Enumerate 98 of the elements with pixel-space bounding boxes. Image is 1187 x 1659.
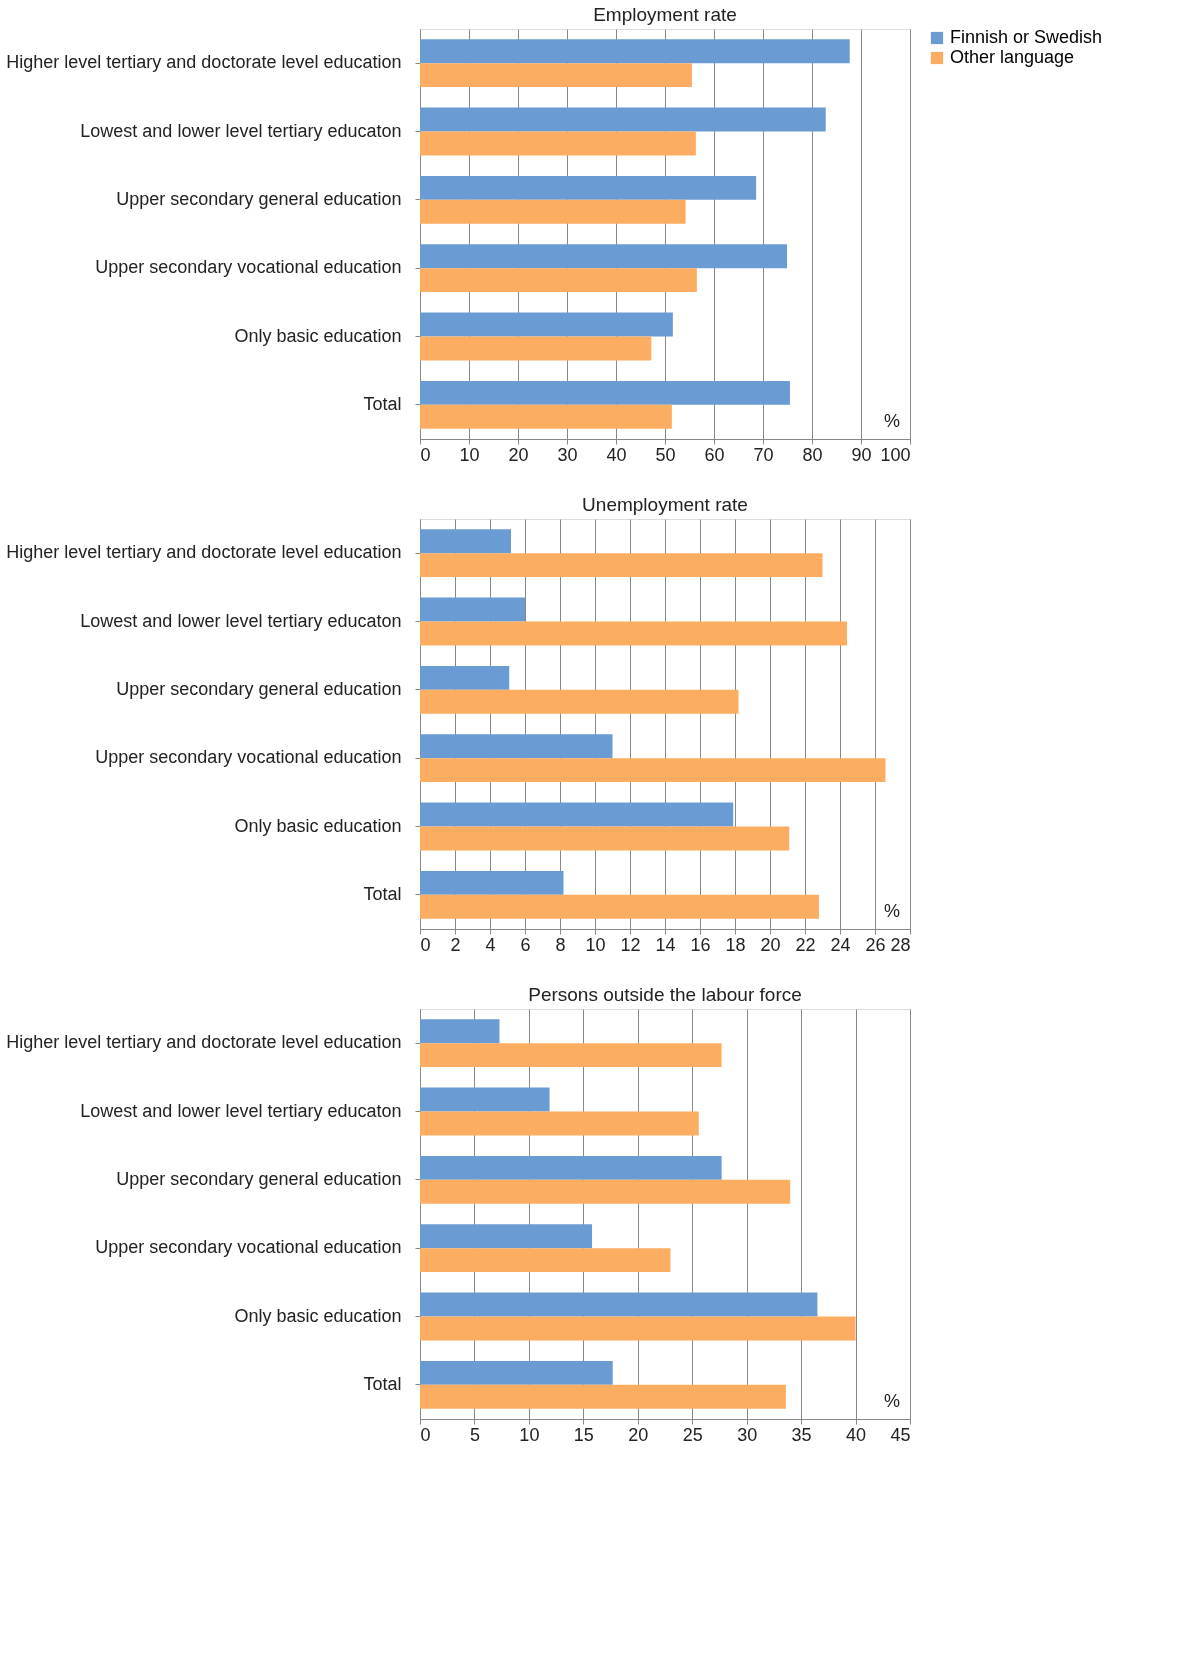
- x-tick-label: 22: [795, 934, 816, 955]
- x-tick-label: 8: [555, 934, 566, 955]
- bar: [420, 734, 613, 759]
- x-tick-label: 16: [690, 934, 711, 955]
- x-tick-label: 60: [704, 444, 725, 465]
- bar: [420, 621, 847, 646]
- x-tick-label: 14: [655, 934, 676, 955]
- bar: [420, 380, 790, 405]
- bar: [420, 63, 692, 88]
- bar: [420, 107, 826, 132]
- bar: [420, 1111, 699, 1136]
- x-tick-label: 15: [573, 1424, 594, 1445]
- bar: [420, 758, 886, 783]
- bar: [420, 1248, 671, 1273]
- x-tick-label: 30: [557, 444, 578, 465]
- bar: [420, 689, 739, 714]
- x-tick-label: 35: [791, 1424, 812, 1445]
- x-tick-label: 90: [851, 444, 872, 465]
- bar: [420, 802, 734, 827]
- x-tick-label: 70: [753, 444, 774, 465]
- x-tick-label: 40: [606, 444, 627, 465]
- x-tick-label: 26: [865, 934, 886, 955]
- y-tick-label: Upper secondary general education: [116, 188, 402, 209]
- bar: [420, 1316, 856, 1341]
- bar: [420, 1087, 550, 1112]
- x-tick-label: 20: [508, 444, 529, 465]
- annotation: %: [883, 1391, 900, 1411]
- legend-label: Other language: [950, 47, 1075, 67]
- y-tick-label: Lowest and lower level tertiary educaton: [80, 610, 402, 631]
- y-tick-label: Higher level tertiary and doctorate level education: [6, 542, 402, 563]
- annotation: %: [883, 411, 900, 431]
- bar: [420, 1179, 791, 1204]
- bar: [420, 1360, 613, 1385]
- x-tick-label: 45: [890, 1424, 911, 1445]
- x-tick-label: 80: [802, 444, 823, 465]
- x-tick-label: 0: [420, 934, 431, 955]
- x-tick-label: 10: [519, 1424, 540, 1445]
- x-tick-label: 12: [620, 934, 641, 955]
- bar: [420, 894, 819, 919]
- y-tick-label: Total: [363, 1373, 402, 1394]
- y-tick-label: Total: [363, 393, 402, 414]
- chart-title: Employment rate: [593, 4, 737, 25]
- x-tick-label: 25: [682, 1424, 703, 1445]
- x-tick-label: 20: [628, 1424, 649, 1445]
- y-tick-label: Total: [363, 883, 402, 904]
- x-tick-label: 10: [585, 934, 606, 955]
- y-tick-label: Only basic education: [234, 1305, 402, 1326]
- bar: [420, 597, 525, 622]
- x-tick-label: 5: [469, 1424, 480, 1445]
- bar: [420, 244, 788, 269]
- bar: [420, 1019, 500, 1044]
- bar: [420, 665, 510, 690]
- bar: [420, 268, 697, 293]
- x-tick-label: 0: [420, 1424, 431, 1445]
- bar: [420, 39, 850, 64]
- x-tick-label: 2: [450, 934, 461, 955]
- x-tick-label: 24: [830, 934, 851, 955]
- x-tick-label: 4: [485, 934, 496, 955]
- annotation: %: [883, 901, 900, 921]
- legend-label: Finnish or Swedish: [950, 27, 1103, 47]
- bar: [420, 1224, 593, 1249]
- y-tick-label: Upper secondary vocational education: [95, 747, 402, 768]
- bar: [420, 1155, 722, 1180]
- x-tick-label: 40: [846, 1424, 867, 1445]
- y-tick-label: Only basic education: [234, 325, 402, 346]
- y-tick-label: Higher level tertiary and doctorate level education: [6, 52, 402, 73]
- x-tick-label: 28: [890, 934, 911, 955]
- chart-title: Persons outside the labour force: [528, 984, 802, 1005]
- bar: [420, 336, 652, 361]
- bar: [420, 199, 686, 224]
- bar: [420, 175, 757, 200]
- x-tick-label: 20: [760, 934, 781, 955]
- bar: [420, 312, 673, 337]
- bar: [420, 553, 823, 578]
- y-tick-label: Higher level tertiary and doctorate level education: [6, 1032, 402, 1053]
- chart-title: Unemployment rate: [582, 494, 748, 515]
- bar: [420, 404, 672, 429]
- x-tick-label: 100: [880, 444, 911, 465]
- x-tick-label: 0: [420, 444, 431, 465]
- y-tick-label: Upper secondary general education: [116, 678, 402, 699]
- bar: [420, 1043, 722, 1068]
- bar: [420, 1292, 818, 1317]
- y-tick-label: Lowest and lower level tertiary educaton: [80, 1100, 402, 1121]
- x-tick-label: 30: [737, 1424, 758, 1445]
- bar: [420, 826, 790, 851]
- x-tick-label: 10: [459, 444, 480, 465]
- bar: [420, 131, 696, 156]
- bar: [420, 529, 511, 554]
- bar: [420, 870, 564, 895]
- x-tick-label: 50: [655, 444, 676, 465]
- y-tick-label: Upper secondary vocational education: [95, 257, 402, 278]
- y-tick-label: Lowest and lower level tertiary educaton: [80, 120, 402, 141]
- y-tick-label: Only basic education: [234, 815, 402, 836]
- x-tick-label: 18: [725, 934, 746, 955]
- x-tick-label: 6: [520, 934, 531, 955]
- y-tick-label: Upper secondary vocational education: [95, 1237, 402, 1258]
- bar: [420, 1384, 786, 1409]
- y-tick-label: Upper secondary general education: [116, 1168, 402, 1189]
